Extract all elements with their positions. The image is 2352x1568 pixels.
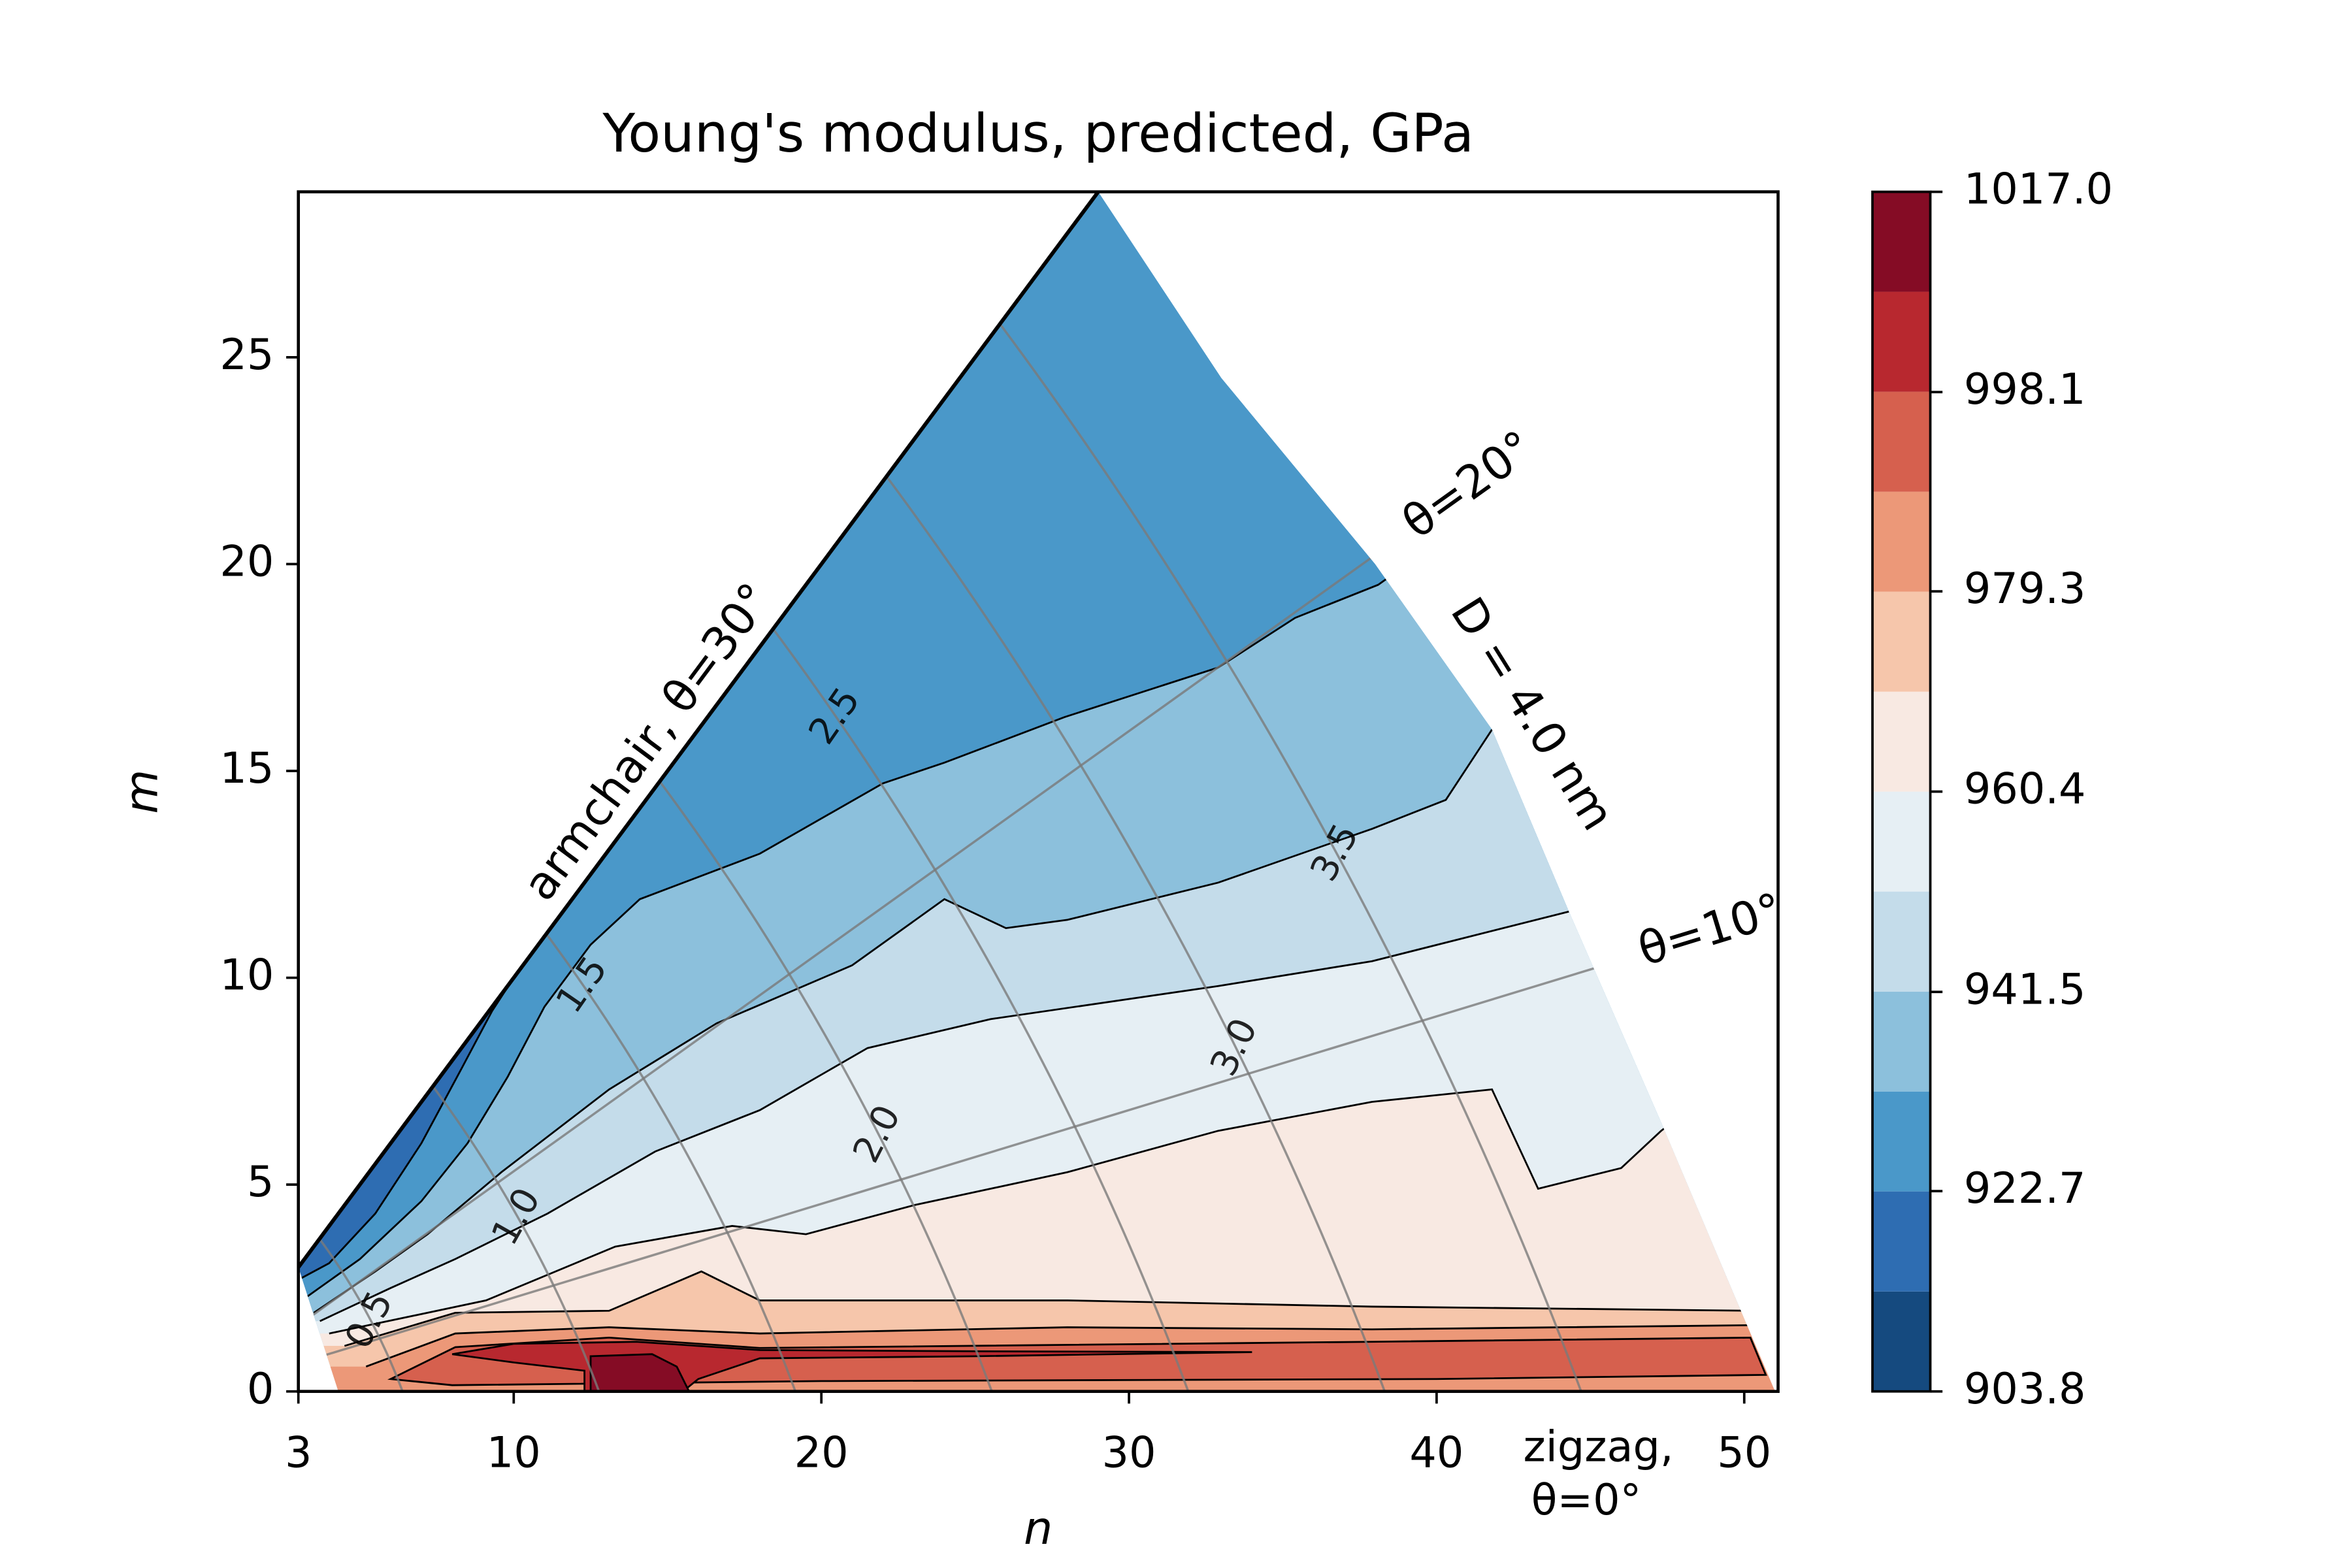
colorbar-band bbox=[1872, 1191, 1931, 1292]
colorbar-tick-label: 1017.0 bbox=[1964, 165, 2113, 214]
y-tick-label: 0 bbox=[247, 1364, 274, 1414]
colorbar-band bbox=[1872, 591, 1931, 692]
colorbar-band bbox=[1872, 1091, 1931, 1192]
colorbar-band bbox=[1872, 691, 1931, 792]
theta-label: θ=10° bbox=[1632, 883, 1788, 976]
x-tick-label: 40 bbox=[1409, 1428, 1463, 1478]
colorbar-band bbox=[1872, 1291, 1931, 1392]
y-tick-label: 20 bbox=[220, 536, 274, 586]
diameter-line bbox=[999, 323, 1582, 1392]
colorbar-band bbox=[1872, 991, 1931, 1092]
contour-line bbox=[365, 1324, 1775, 1368]
contour-region bbox=[589, 1353, 691, 1392]
x-tick-label: 3 bbox=[285, 1428, 312, 1478]
armchair-edge bbox=[297, 190, 1100, 1269]
zigzag-annotation: θ=0° bbox=[1531, 1475, 1642, 1525]
diameter-line bbox=[432, 1085, 600, 1392]
diameter-line bbox=[659, 781, 993, 1392]
colorbar-tick-label: 941.5 bbox=[1964, 964, 2086, 1014]
chart-title: Young's modulus, predicted, GPa bbox=[602, 103, 1474, 165]
y-tick-label: 25 bbox=[220, 330, 274, 380]
diameter-line bbox=[545, 933, 797, 1392]
x-tick-label: 30 bbox=[1102, 1428, 1156, 1478]
theta-line bbox=[298, 911, 1775, 1365]
diameter-line bbox=[885, 476, 1386, 1392]
y-tick-label: 15 bbox=[220, 743, 274, 793]
diameter-line bbox=[318, 1238, 404, 1392]
colorbar-tick-label: 998.1 bbox=[1964, 365, 2086, 414]
y-tick-label: 5 bbox=[247, 1157, 274, 1207]
diameter-line bbox=[772, 628, 1190, 1392]
colorbar-band bbox=[1872, 791, 1931, 892]
contour-line bbox=[319, 910, 1569, 1322]
colorbar-band bbox=[1872, 891, 1931, 992]
plot-frame bbox=[297, 190, 1780, 1394]
colorbar-tick-label: 979.3 bbox=[1964, 564, 2086, 613]
colorbar-tick-label: 903.8 bbox=[1964, 1364, 2086, 1414]
colorbar-band bbox=[1872, 491, 1931, 592]
contour-line bbox=[329, 1088, 1705, 1335]
x-tick-label: 10 bbox=[487, 1428, 541, 1478]
y-tick-label: 10 bbox=[220, 951, 274, 1000]
colorbar-band bbox=[1872, 191, 1931, 292]
theta-label: θ=20° bbox=[1393, 421, 1543, 549]
colorbar-band bbox=[1872, 391, 1931, 492]
y-axis-label: m bbox=[115, 770, 168, 814]
colorbar-tick-label: 922.7 bbox=[1964, 1164, 2086, 1213]
colorbar-band bbox=[1872, 291, 1931, 392]
zigzag-annotation: zigzag, bbox=[1524, 1422, 1674, 1471]
colorbar-tick-label: 960.4 bbox=[1964, 764, 2086, 814]
contour-line bbox=[307, 542, 1437, 1298]
x-axis-label: n bbox=[1024, 1502, 1053, 1555]
x-tick-label: 20 bbox=[794, 1428, 849, 1478]
x-tick-label: 50 bbox=[1717, 1428, 1771, 1478]
